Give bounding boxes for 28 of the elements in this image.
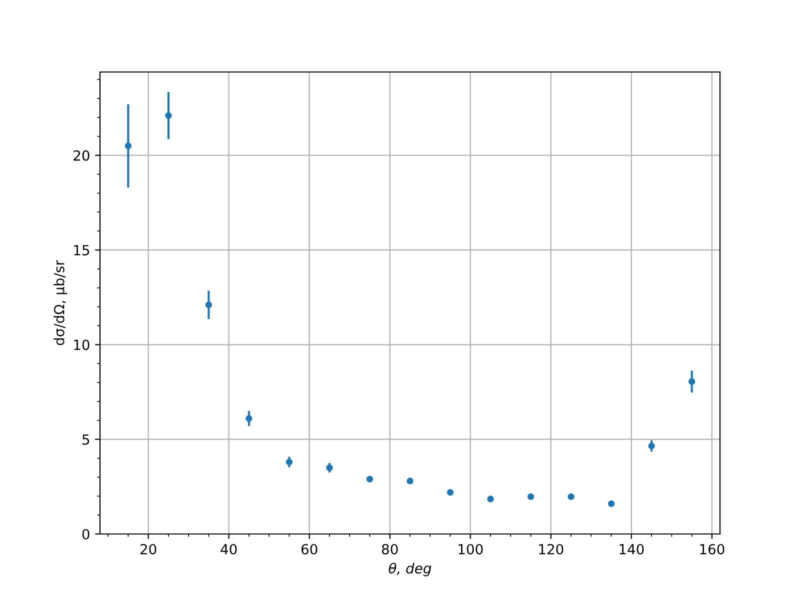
y-tick-label: 5 <box>82 434 90 445</box>
y-tick-label: 10 <box>74 340 90 350</box>
y-axis-title: dσ/dΩ, μb/sr <box>54 260 68 346</box>
point <box>246 415 252 422</box>
x-tick-label: 160 <box>700 544 724 554</box>
x-tick-label: 140 <box>620 544 644 554</box>
point <box>205 302 212 308</box>
point <box>487 496 494 502</box>
y-tick-label: 0 <box>82 528 90 540</box>
x-tick-label: 40 <box>220 544 237 554</box>
point <box>165 112 172 119</box>
x-tick-label: 20 <box>140 544 156 554</box>
x-tick-label: 100 <box>458 544 483 554</box>
point <box>286 458 293 466</box>
point <box>688 378 696 385</box>
point <box>568 493 574 500</box>
point <box>648 442 655 450</box>
x-tick-label: 120 <box>539 544 564 554</box>
x-tick-label: 80 <box>382 544 398 554</box>
point <box>124 142 132 150</box>
point <box>527 493 534 500</box>
point <box>366 476 374 482</box>
point <box>608 500 615 508</box>
y-tick-label: 15 <box>74 245 90 256</box>
y-tick-label: 20 <box>74 150 90 161</box>
x-tick-label: 60 <box>301 544 318 554</box>
x-axis-title: θ, deg <box>388 562 432 576</box>
point <box>446 489 454 496</box>
